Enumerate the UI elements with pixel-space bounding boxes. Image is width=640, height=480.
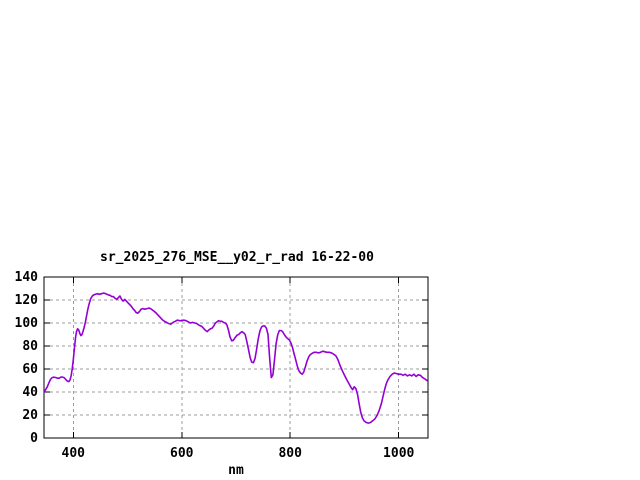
x-tick-label: 800 [278, 446, 302, 461]
x-tick-label: 400 [62, 446, 86, 461]
y-tick-label: 20 [22, 408, 38, 423]
axis-tick-labels: 0 20 40 60 80 100 120 140 400 600 800 1000 [15, 270, 415, 461]
y-tick-label: 120 [15, 293, 39, 308]
y-tick-label: 80 [22, 339, 38, 354]
x-tick-label: 600 [170, 446, 194, 461]
plot-border [43, 276, 429, 439]
grid-lines [44, 277, 428, 438]
data-curve [43, 292, 428, 424]
y-tick-label: 60 [22, 362, 38, 377]
y-tick-label: 0 [30, 431, 38, 446]
y-tick-label: 40 [22, 385, 38, 400]
x-tick-label: 1000 [383, 446, 414, 461]
plot-frame [43, 276, 429, 439]
chart-title: sr_2025_276_MSE__y02_r_rad 16-22-00 [100, 250, 374, 265]
y-tick-label: 140 [15, 270, 39, 285]
radiance-curve [43, 292, 428, 424]
axis-ticks [44, 276, 428, 439]
y-tick-label: 100 [15, 316, 39, 331]
x-axis-label: nm [228, 463, 244, 478]
